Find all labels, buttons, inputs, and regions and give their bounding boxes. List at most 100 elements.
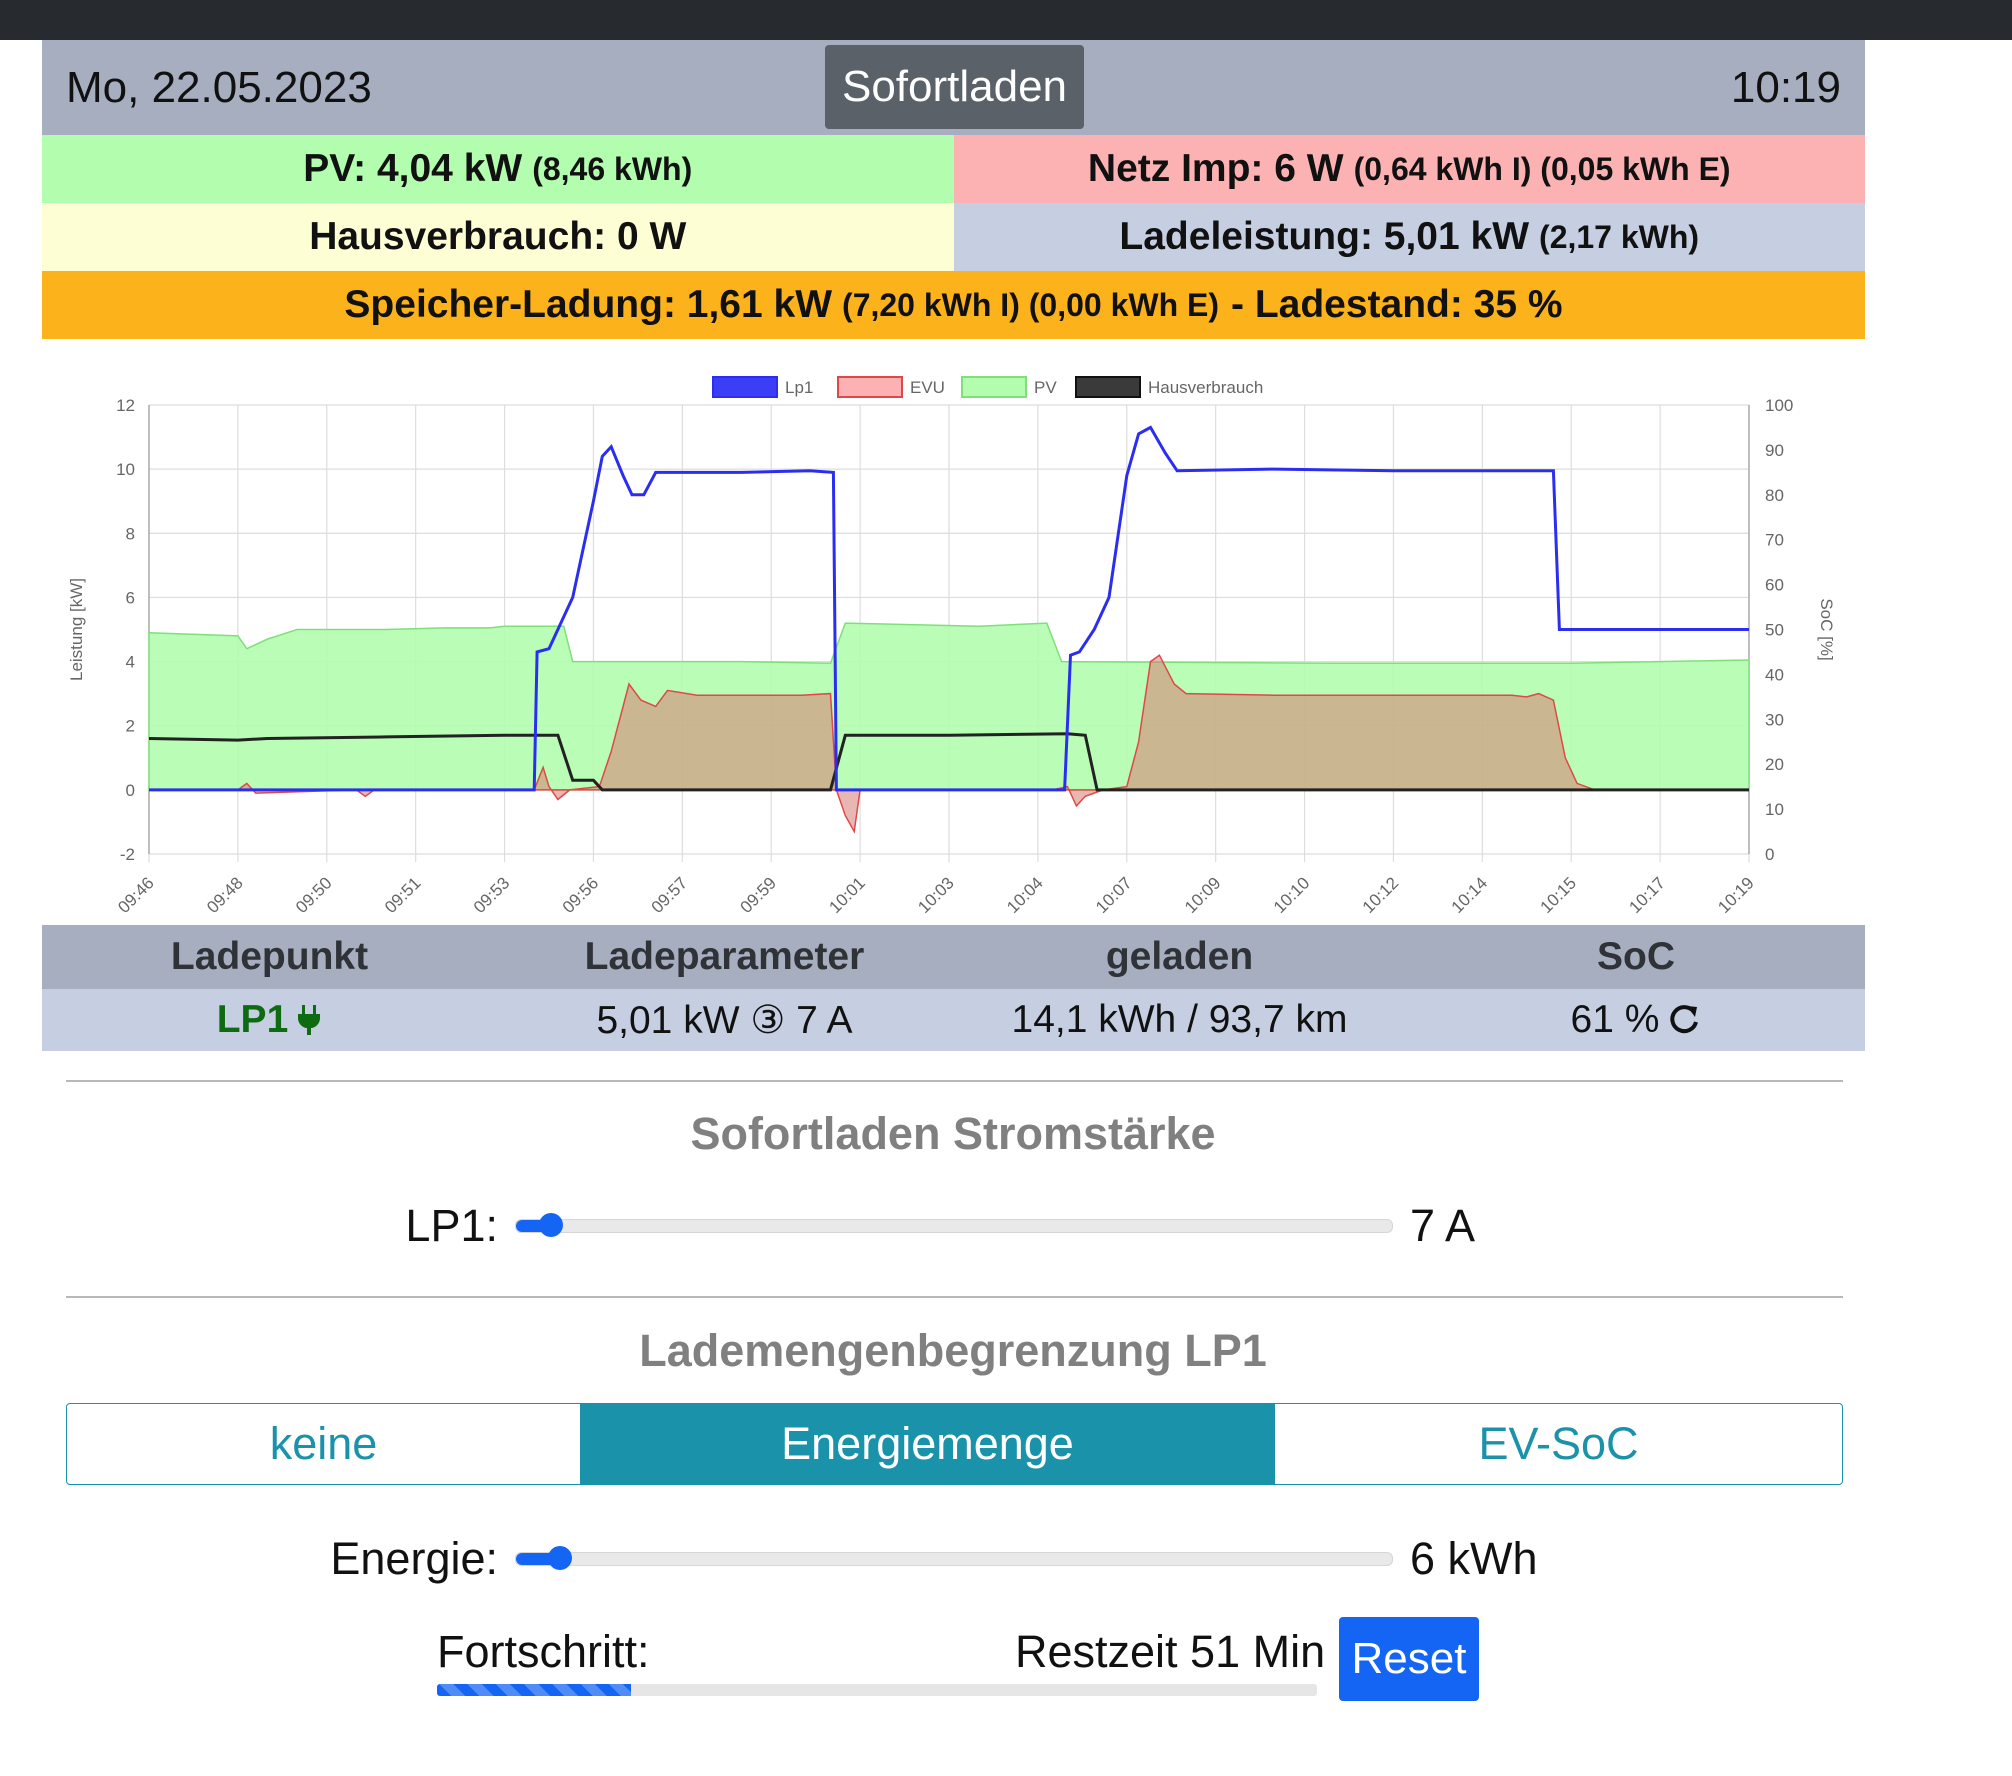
x-tick-label: 09:48 bbox=[203, 873, 247, 917]
loadpoint-name-cell: LP1 bbox=[42, 989, 497, 1051]
x-tick-label: 10:04 bbox=[1003, 873, 1047, 917]
storage-value: Speicher-Ladung: 1,61 kW bbox=[344, 283, 833, 326]
current-value: 7 A bbox=[1410, 1200, 1476, 1251]
series-hausverbrauch-line bbox=[148, 732, 1749, 792]
energy-value: 6 kWh bbox=[1410, 1533, 1538, 1584]
current-slider[interactable] bbox=[515, 1213, 1393, 1237]
storage-status: Speicher-Ladung: 1,61 kW (7,20 kWh I) (0… bbox=[42, 271, 1865, 339]
x-tick-label: 10:01 bbox=[825, 873, 869, 917]
loadpoint-charged: 14,1 kWh / 93,7 km bbox=[1011, 998, 1348, 1041]
charge-status: Ladeleistung: 5,01 kW (2,17 kWh) bbox=[953, 203, 1865, 271]
divider bbox=[66, 1080, 1843, 1082]
x-tick-label: 10:07 bbox=[1092, 873, 1136, 917]
energy-slider-thumb[interactable] bbox=[547, 1546, 572, 1570]
current-slider-thumb[interactable] bbox=[539, 1213, 564, 1237]
x-tick-label: 10:10 bbox=[1270, 873, 1314, 917]
lp1-current-label: LP1: bbox=[405, 1200, 498, 1251]
charge-energy: (2,17 kWh) bbox=[1539, 218, 1700, 255]
legend-swatch-evu bbox=[837, 376, 903, 398]
top-bar bbox=[0, 0, 2012, 40]
y-tick-label: 10 bbox=[116, 460, 135, 479]
power-chart: 12 10 8 6 4 2 0 -2 100 90 80 70 60 50 40 30 20 10 0 09:46 09… bbox=[42, 339, 1865, 925]
y2-tick-label: 20 bbox=[1765, 755, 1784, 774]
pv-value: PV: 4,04 kW bbox=[303, 147, 523, 190]
limit-mode-group: keine Energiemenge EV-SoC bbox=[66, 1403, 1843, 1485]
x-tick-label: 09:53 bbox=[470, 873, 514, 917]
y2-tick-label: 90 bbox=[1765, 441, 1784, 460]
grid-value: Netz Imp: 6 W bbox=[1087, 147, 1344, 190]
limit-option-ev-soc[interactable]: EV-SoC bbox=[1478, 1418, 1639, 1469]
loadpoint-name: LP1 bbox=[216, 998, 289, 1041]
mode-button[interactable]: Sofortladen bbox=[825, 45, 1084, 129]
limit-option-energiemenge[interactable]: Energiemenge bbox=[580, 1404, 1275, 1484]
charge-value: Ladeleistung: 5,01 kW bbox=[1119, 215, 1530, 258]
col-ladeparameter: Ladeparameter bbox=[584, 935, 865, 978]
progress-bar bbox=[437, 1684, 1317, 1696]
loadpoint-soc: 61 % bbox=[1570, 998, 1660, 1041]
progress-bar-fill bbox=[437, 1684, 631, 1696]
y-tick-label: 6 bbox=[126, 588, 135, 607]
pv-energy: (8,46 kWh) bbox=[532, 150, 693, 187]
loadpoint-soc-cell: 61 % bbox=[1407, 989, 1865, 1051]
x-tick-label: 10:12 bbox=[1359, 873, 1403, 917]
legend-label-evu: EVU bbox=[910, 378, 945, 397]
y2-tick-label: 70 bbox=[1765, 531, 1784, 550]
series-lp1-line bbox=[149, 425, 1749, 792]
y-axis-label: Leistung [kW] bbox=[67, 578, 86, 681]
x-tick-label: 09:50 bbox=[292, 873, 336, 917]
x-tick-label: 09:46 bbox=[114, 873, 158, 917]
energy-slider[interactable] bbox=[515, 1546, 1393, 1570]
legend-swatch-hausverbrauch bbox=[1075, 376, 1141, 398]
legend-label-lp1: Lp1 bbox=[785, 378, 813, 397]
y2-tick-label: 10 bbox=[1765, 800, 1784, 819]
x-tick-label: 09:57 bbox=[648, 873, 692, 917]
grid-status: Netz Imp: 6 W (0,64 kWh I) (0,05 kWh E) bbox=[953, 135, 1865, 203]
y-tick-label: 12 bbox=[116, 396, 135, 415]
x-tick-label: 09:59 bbox=[737, 873, 781, 917]
table-row[interactable]: LP1 5,01 kW ③ 7 A 14,1 kWh / 93,7 km 61 … bbox=[42, 989, 1865, 1051]
x-tick-label: 09:56 bbox=[559, 873, 603, 917]
y2-axis-label: SoC [%] bbox=[1817, 598, 1836, 660]
y-tick-label: -2 bbox=[120, 845, 135, 864]
main-panel: Mo, 22.05.2023 Sofortladen 10:19 PV: 4,0… bbox=[42, 40, 1865, 1051]
time-label: 10:19 bbox=[1730, 63, 1841, 112]
x-tick-label: 10:17 bbox=[1625, 873, 1669, 917]
col-geladen: geladen bbox=[1105, 935, 1254, 978]
limit-option-keine[interactable]: keine bbox=[269, 1418, 378, 1469]
loadpoint-table-header: Ladepunkt Ladeparameter geladen SoC bbox=[42, 925, 1865, 989]
house-status: Hausverbrauch: 0 W bbox=[42, 203, 954, 271]
refresh-icon[interactable] bbox=[1667, 1003, 1701, 1037]
col-soc: SoC bbox=[1597, 935, 1675, 978]
x-tick-label: 10:09 bbox=[1181, 873, 1225, 917]
x-tick-label: 10:19 bbox=[1714, 873, 1758, 917]
loadpoint-params: 5,01 kW ③ 7 A bbox=[596, 998, 853, 1042]
sofortladen-title: Sofortladen Stromstärke bbox=[690, 1108, 1216, 1159]
progress-label: Fortschritt: bbox=[437, 1626, 650, 1677]
header-bar: Mo, 22.05.2023 Sofortladen 10:19 bbox=[42, 40, 1865, 135]
y2-tick-label: 0 bbox=[1765, 845, 1774, 864]
y2-tick-label: 80 bbox=[1765, 486, 1784, 505]
y2-tick-label: 100 bbox=[1765, 396, 1793, 415]
y2-tick-label: 30 bbox=[1765, 710, 1784, 729]
y2-tick-label: 50 bbox=[1765, 621, 1784, 640]
date-label: Mo, 22.05.2023 bbox=[66, 63, 372, 112]
legend-swatch-lp1 bbox=[712, 376, 778, 398]
y-tick-label: 2 bbox=[126, 717, 135, 736]
x-tick-label: 10:14 bbox=[1448, 873, 1492, 917]
x-tick-label: 10:03 bbox=[914, 873, 958, 917]
y2-tick-label: 40 bbox=[1765, 665, 1784, 684]
reset-button[interactable]: Reset bbox=[1339, 1617, 1479, 1701]
house-value: Hausverbrauch: 0 W bbox=[309, 215, 687, 258]
storage-soc: - Ladestand: 35 % bbox=[1231, 283, 1563, 326]
legend-swatch-pv bbox=[961, 376, 1027, 398]
grid-energy: (0,64 kWh I) (0,05 kWh E) bbox=[1353, 150, 1731, 187]
y-tick-label: 4 bbox=[126, 653, 135, 672]
energy-label: Energie: bbox=[330, 1533, 498, 1584]
divider bbox=[66, 1296, 1843, 1298]
y-tick-label: 0 bbox=[126, 781, 135, 800]
series-evu-area bbox=[149, 654, 1749, 834]
y2-tick-label: 60 bbox=[1765, 576, 1784, 595]
col-ladepunkt: Ladepunkt bbox=[170, 935, 369, 978]
limit-title: Lademengenbegrenzung LP1 bbox=[639, 1325, 1267, 1376]
x-tick-label: 10:15 bbox=[1537, 873, 1581, 917]
